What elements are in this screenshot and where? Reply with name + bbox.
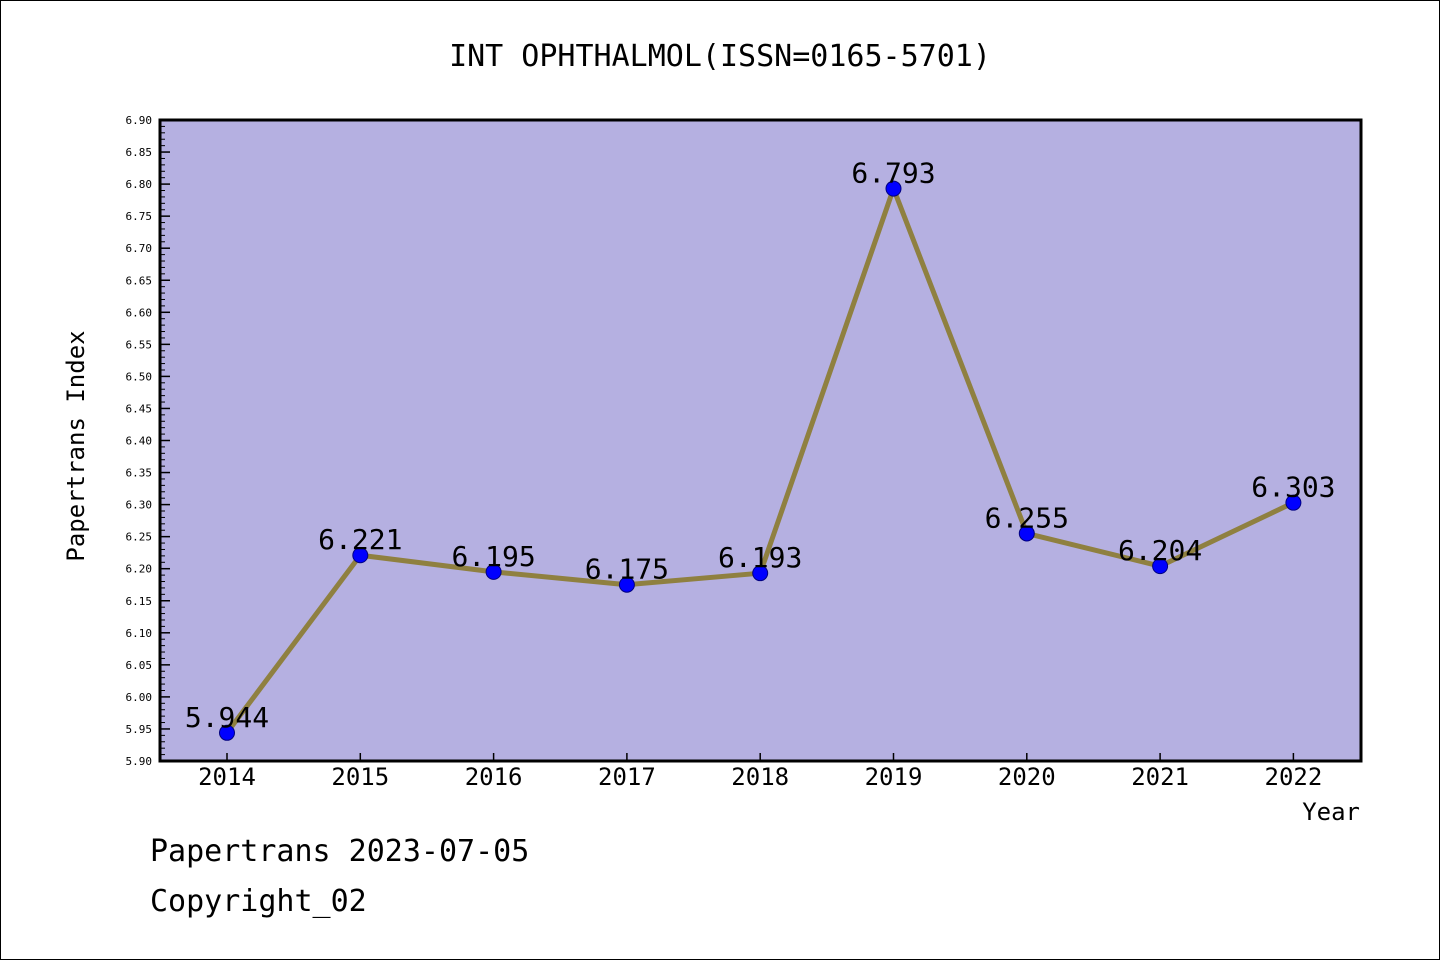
y-tick-label: 6.45 (126, 402, 153, 415)
data-labels: 5.944 6.221 6.195 6.175 6.193 6.793 6.255 6.204… (185, 157, 1336, 734)
data-point (752, 565, 769, 582)
y-tick-label: 6.70 (126, 242, 153, 255)
x-tick-label: 2019 (865, 763, 923, 791)
x-tick-label: 2014 (198, 763, 256, 791)
chart-title: INT OPHTHALMOL(ISSN=0165-5701) (449, 39, 991, 74)
y-tick-label: 6.80 (126, 178, 153, 191)
y-tick-label: 6.40 (126, 435, 153, 448)
y-tick-label: 6.30 (126, 499, 153, 512)
data-point (485, 563, 502, 580)
data-label: 6.193 (718, 541, 802, 574)
data-label: 6.195 (451, 540, 535, 573)
x-tick-label: 2021 (1131, 763, 1189, 791)
y-axis-ticks: 5.90 5.95 6.00 6.05 6.10 6.15 6.20 6.25 6.30 6.35… (126, 114, 170, 768)
y-tick-label: 6.60 (126, 306, 153, 319)
x-tick-label: 2022 (1265, 763, 1323, 791)
y-tick-label: 6.50 (126, 370, 153, 383)
data-label: 6.221 (318, 523, 402, 556)
y-tick-label: 6.85 (126, 146, 153, 159)
footer-copyright: Copyright_02 (150, 884, 367, 919)
y-tick-label: 6.90 (126, 114, 153, 127)
data-label: 6.175 (585, 553, 669, 586)
y-tick-label: 6.10 (126, 627, 153, 640)
data-point (1018, 525, 1035, 542)
data-label: 6.303 (1251, 471, 1335, 504)
x-tick-label: 2020 (998, 763, 1056, 791)
y-tick-label: 6.20 (126, 563, 153, 576)
data-label: 6.793 (851, 157, 935, 190)
y-tick-label: 5.95 (126, 723, 153, 736)
y-tick-label: 6.00 (126, 691, 153, 704)
y-tick-label: 6.25 (126, 531, 153, 544)
x-tick-label: 2018 (731, 763, 789, 791)
data-point (219, 724, 235, 741)
data-point (885, 180, 902, 197)
x-tick-label: 2015 (331, 763, 389, 791)
x-tick-label: 2016 (465, 763, 523, 791)
y-axis-label: Papertrans Index (62, 330, 90, 561)
data-point (618, 576, 635, 593)
y-tick-label: 6.15 (126, 595, 153, 608)
plot-area (158, 118, 1363, 763)
footer-source: Papertrans 2023-07-05 (150, 834, 530, 869)
data-label: 5.944 (185, 701, 269, 734)
x-tick-label: 2017 (598, 763, 656, 791)
y-tick-label: 6.55 (126, 338, 153, 351)
data-point (352, 547, 369, 564)
data-markers (219, 180, 1302, 741)
data-point (1152, 558, 1169, 575)
data-label: 6.255 (985, 501, 1069, 534)
y-tick-label: 6.35 (126, 467, 153, 480)
y-tick-label: 5.90 (126, 755, 153, 768)
x-axis-label: Year (1302, 798, 1360, 826)
y-tick-label: 6.05 (126, 659, 153, 672)
y-tick-label: 6.65 (126, 274, 153, 287)
data-point (1285, 494, 1302, 511)
x-axis-ticks: 2014 2015 2016 2017 2018 2019 2020 2021 2022 (198, 753, 1322, 791)
y-tick-label: 6.75 (126, 210, 153, 223)
data-label: 6.204 (1118, 534, 1202, 567)
